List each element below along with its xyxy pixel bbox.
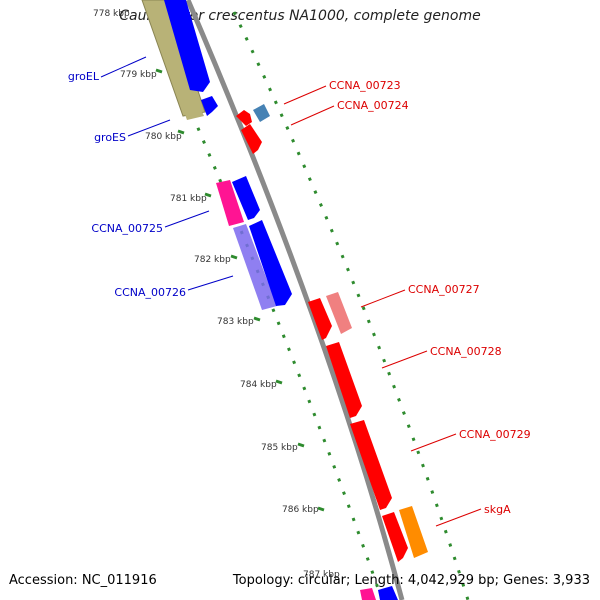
- leader-line: [100, 56, 147, 78]
- kbp-label: 783 kbp: [217, 317, 254, 327]
- leader-line: [187, 275, 234, 291]
- blue-gene-arrows[interactable]: [164, 0, 398, 600]
- gene-label-right: CCNA_00724: [337, 99, 409, 112]
- gene-arrow-salmon[interactable]: [326, 292, 352, 334]
- kbp-label: 787 kbp: [303, 570, 340, 580]
- accession-label: Accession: NC_011916: [9, 573, 157, 588]
- feature-bar-magenta[interactable]: [360, 588, 376, 600]
- gene-arrow-orange[interactable]: [399, 506, 428, 558]
- kbp-label: 782 kbp: [194, 255, 231, 265]
- right-gene-labels: CCNA_00723 CCNA_00724 CCNA_00727 CCNA_00…: [283, 79, 531, 527]
- kbp-label: 780 kbp: [145, 132, 182, 142]
- gene-label-left: CCNA_00726: [114, 286, 186, 299]
- leader-line: [290, 105, 335, 126]
- leader-line: [283, 85, 327, 105]
- kbp-tick-labels: 778 kbp 779 kbp 780 kbp 781 kbp 782 kbp …: [93, 9, 340, 580]
- leader-line: [381, 350, 428, 369]
- leader-line: [164, 210, 210, 228]
- feature-bar-khaki[interactable]: [180, 98, 204, 120]
- gene-arrow-steelblue[interactable]: [253, 104, 270, 122]
- leader-line: [410, 433, 457, 452]
- gene-arrow-red[interactable]: [350, 420, 392, 510]
- right-track-features[interactable]: [236, 104, 428, 562]
- gene-arrow-blue[interactable]: [232, 176, 260, 220]
- kbp-tick-marks: [155, 68, 325, 512]
- gene-arrow-red[interactable]: [308, 298, 332, 340]
- gene-arrow-blue[interactable]: [249, 220, 292, 306]
- leader-line: [360, 289, 406, 308]
- gene-arrow-blue[interactable]: [201, 96, 218, 116]
- kbp-label: 778 kbp: [93, 9, 130, 19]
- leader-line: [435, 508, 482, 527]
- gene-arrow-red[interactable]: [241, 124, 262, 154]
- kbp-label: 779 kbp: [120, 70, 157, 80]
- gene-label-right: CCNA_00727: [408, 283, 480, 296]
- kbp-label: 785 kbp: [261, 443, 298, 453]
- gene-arrow-blue[interactable]: [378, 586, 398, 600]
- kbp-label: 784 kbp: [240, 380, 277, 390]
- gene-arrow-blue[interactable]: [164, 0, 210, 92]
- gene-label-left: groEL: [68, 70, 100, 83]
- feature-bar-purple[interactable]: [233, 224, 277, 310]
- gene-arrow-red[interactable]: [382, 512, 408, 562]
- genome-backbone: [185, 0, 405, 600]
- gene-label-right: CCNA_00728: [430, 345, 502, 358]
- genome-summary: Topology: circular; Length: 4,042,929 bp…: [232, 573, 590, 588]
- kbp-label: 786 kbp: [282, 505, 319, 515]
- map-title: Caulobacter crescentus NA1000, complete …: [119, 8, 481, 24]
- gene-arrow-red[interactable]: [236, 110, 252, 126]
- gene-label-right: CCNA_00729: [459, 428, 531, 441]
- kbp-label: 781 kbp: [170, 194, 207, 204]
- gene-label-left: groES: [94, 131, 126, 144]
- gene-label-right: skgA: [484, 503, 511, 516]
- gene-arrow-red[interactable]: [326, 342, 362, 418]
- gene-label-right: CCNA_00723: [329, 79, 401, 92]
- gene-label-left: CCNA_00725: [91, 222, 163, 235]
- feature-bar-magenta[interactable]: [216, 180, 244, 226]
- leader-line: [127, 119, 171, 137]
- left-gene-labels: groEL groES CCNA_00725 CCNA_00726: [68, 56, 234, 299]
